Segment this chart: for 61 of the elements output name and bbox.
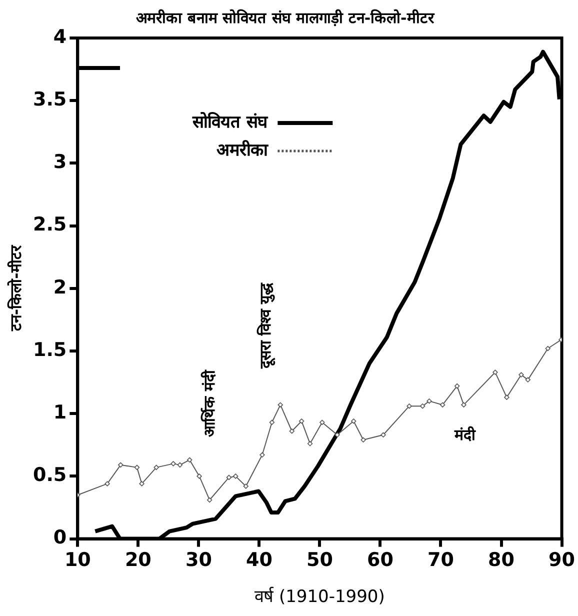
annotation: दूसरा विश्व युद्ध: [256, 282, 276, 370]
point: [139, 481, 144, 486]
x-tick-label: 70: [428, 549, 454, 572]
point: [440, 402, 446, 408]
x-tick-label: 10: [64, 549, 91, 572]
legend-label: सोवियत संघ: [192, 111, 269, 132]
point: [406, 403, 412, 409]
x-tick-label: 80: [488, 549, 514, 572]
x-tick-label: 90: [548, 549, 576, 572]
point: [177, 462, 183, 468]
y-tick-label: 0.5: [32, 464, 67, 486]
point: [196, 474, 202, 479]
point: [226, 474, 232, 480]
x-tick-label: 30: [185, 549, 212, 572]
point: [260, 452, 265, 458]
y-tick-label: 1.5: [32, 338, 67, 361]
annotation: आर्थिक मंदी: [200, 368, 219, 438]
point: [380, 432, 386, 438]
point: [518, 372, 524, 378]
point: [461, 402, 466, 408]
point: [360, 437, 366, 442]
point: [420, 403, 426, 409]
point: [426, 398, 432, 404]
point: [307, 441, 313, 446]
x-tick-label: 40: [246, 549, 272, 572]
y-tick-label: 0: [53, 526, 67, 549]
point: [298, 418, 304, 424]
y-axis-title: टन-किलो-मीटर: [6, 244, 25, 332]
point: [504, 394, 510, 400]
point: [278, 402, 283, 408]
point: [243, 484, 248, 489]
point: [454, 383, 460, 389]
point: [320, 420, 325, 425]
y-tick-label: 2: [53, 276, 67, 298]
point: [154, 464, 159, 470]
y-tick-label: 1: [53, 402, 67, 424]
point: [545, 346, 550, 352]
point: [525, 377, 530, 382]
x-axis-title: वर्ष (1910-1990): [254, 586, 385, 608]
x-tick-label: 50: [306, 549, 333, 572]
point: [233, 474, 238, 479]
point: [206, 497, 212, 503]
point: [187, 457, 192, 463]
y-tick-label: 2.5: [32, 214, 67, 236]
point: [289, 428, 294, 434]
point: [170, 461, 176, 466]
point: [334, 432, 340, 438]
x-tick-label: 20: [124, 549, 152, 572]
annotation: मंदी: [453, 426, 476, 444]
y-tick-label: 3: [53, 151, 67, 174]
point: [118, 462, 124, 468]
chart-title: अमरीका बनाम सोवियत संघ मालगाड़ी टन-किलो-मीटर: [136, 8, 435, 27]
y-tick-label: 3.5: [32, 88, 67, 111]
x-tick-label: 60: [367, 549, 394, 572]
point: [492, 370, 498, 375]
point: [134, 464, 140, 470]
y-tick-label: 4: [53, 26, 67, 48]
point: [269, 420, 275, 425]
legend-label: अमरीका: [216, 139, 269, 160]
point: [351, 418, 356, 424]
point: [104, 481, 110, 486]
